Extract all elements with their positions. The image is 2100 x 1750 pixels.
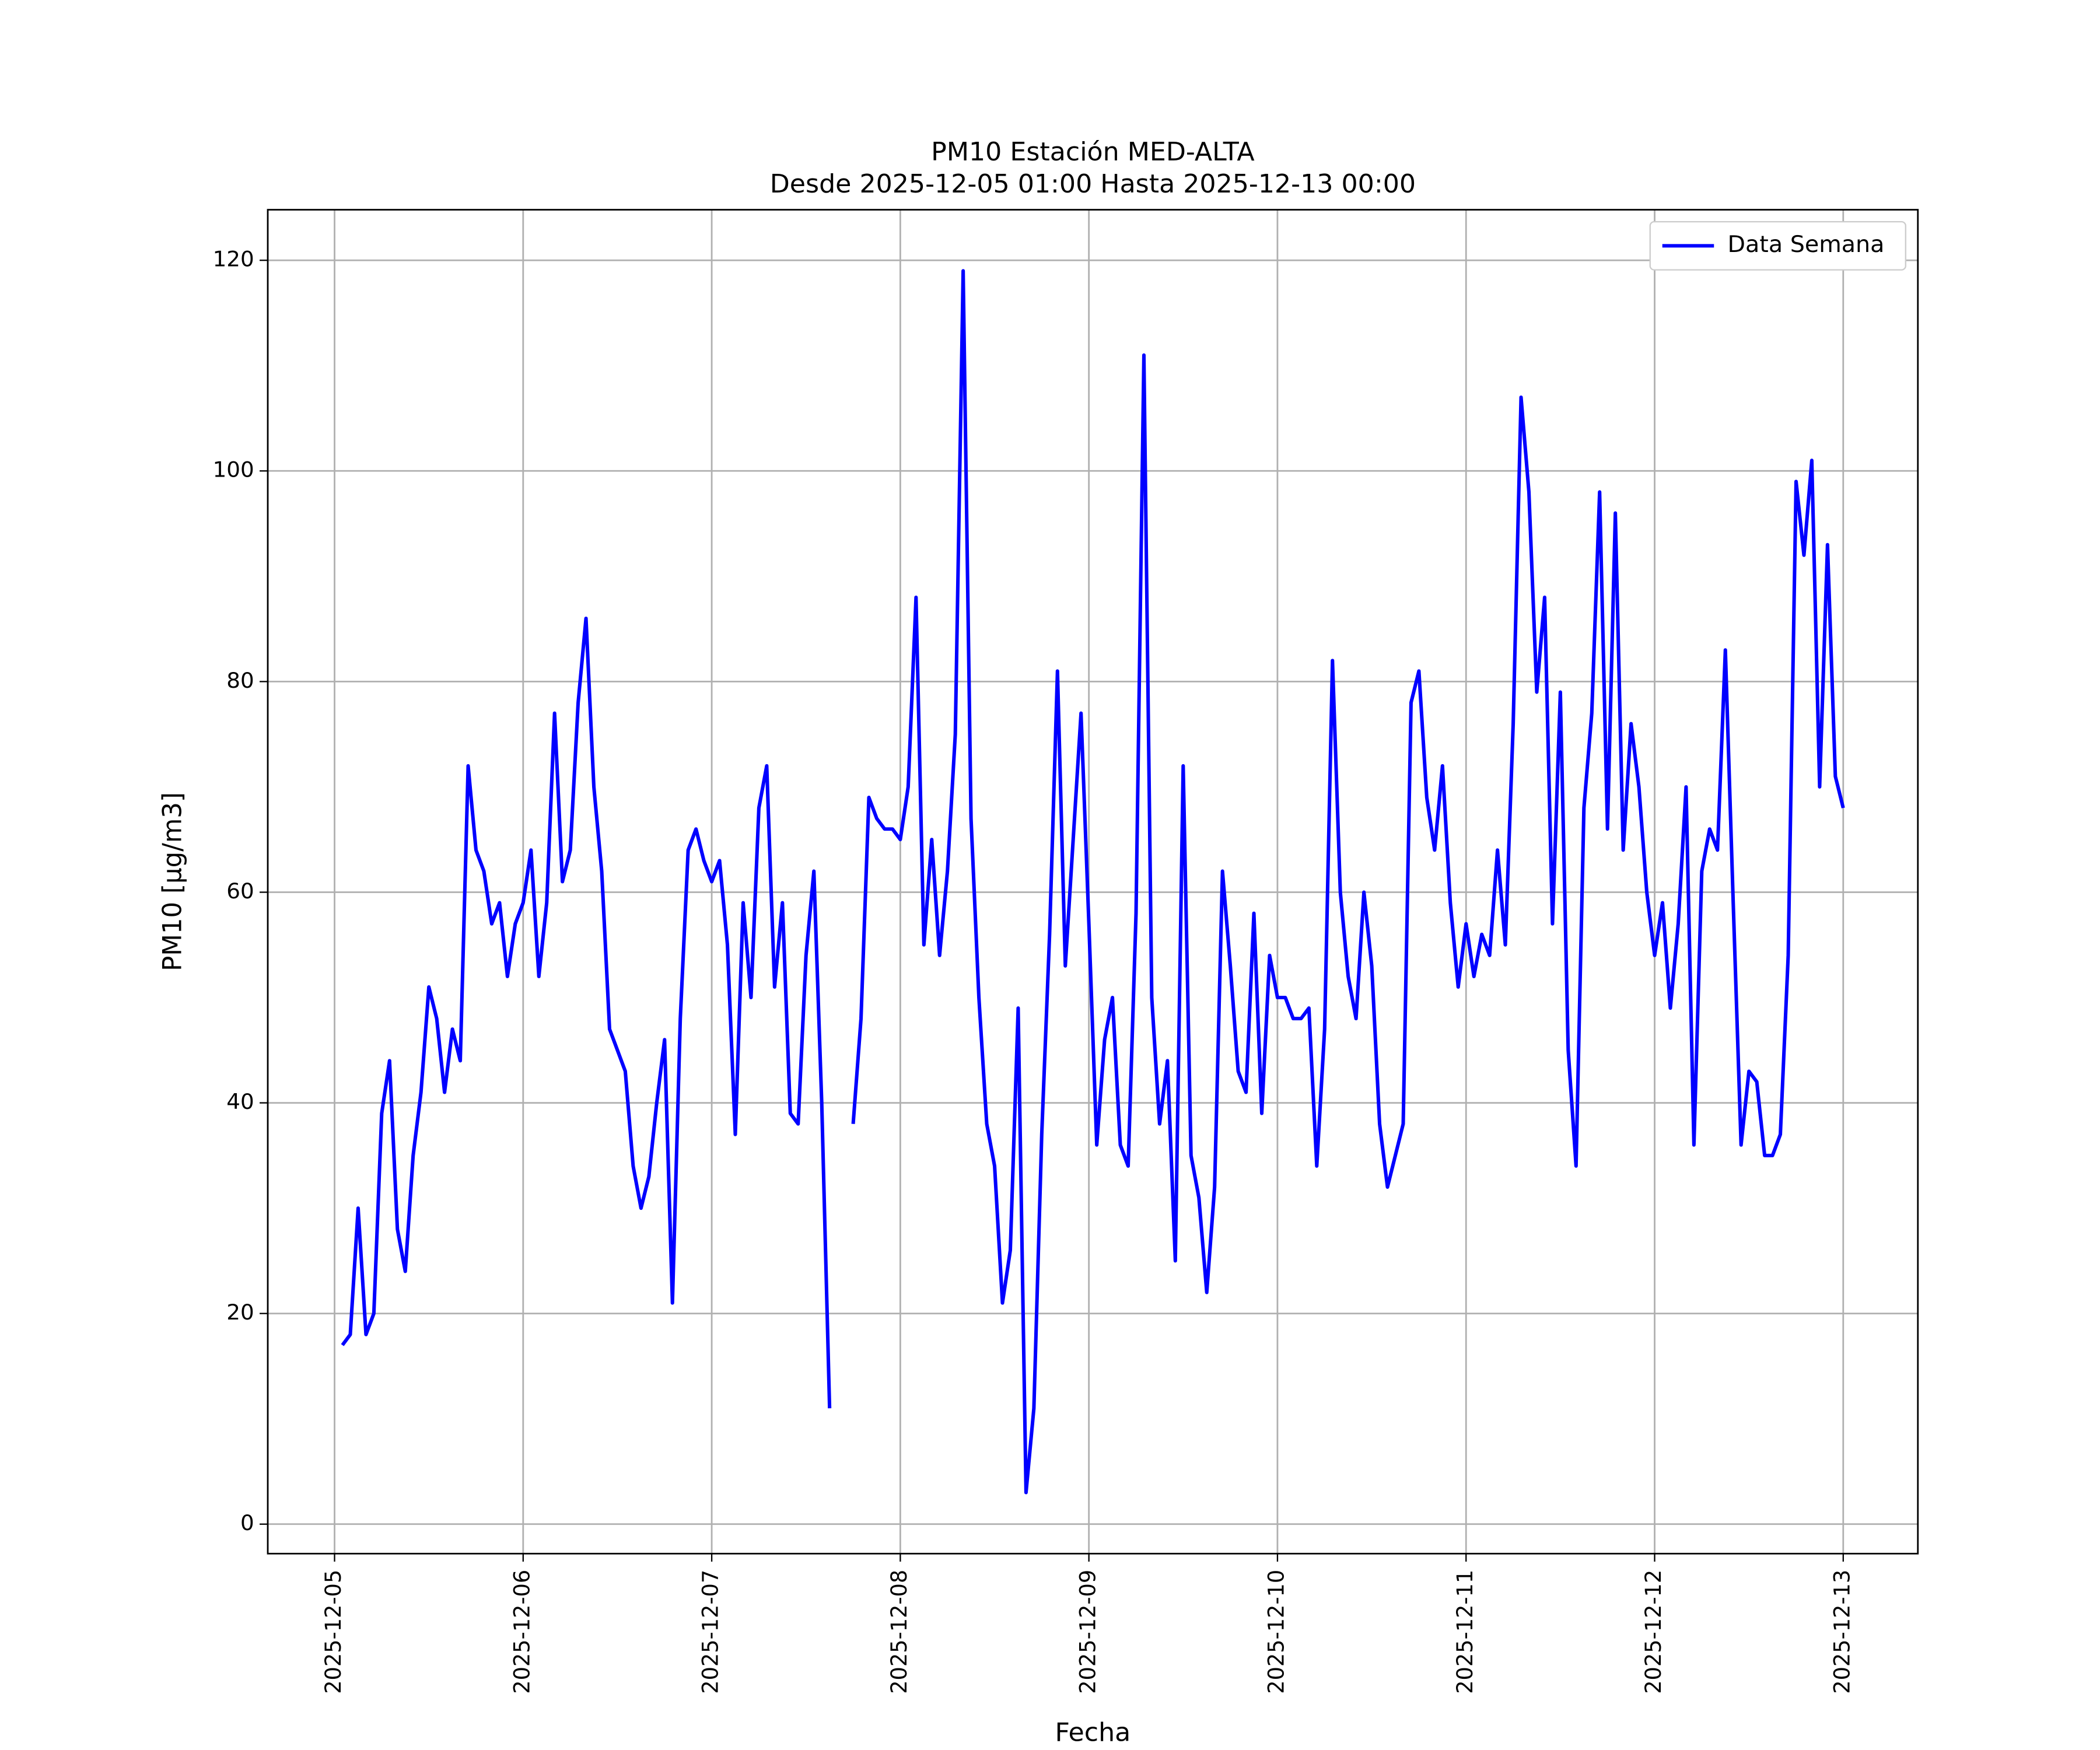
- y-tick-label: 100: [213, 457, 254, 482]
- chart-title: PM10 Estación MED-ALTA: [931, 138, 1254, 167]
- y-tick-label: 120: [213, 247, 254, 272]
- x-tick-label: 2025-12-10: [1264, 1570, 1289, 1694]
- x-tick-label: 2025-12-09: [1075, 1570, 1100, 1694]
- y-tick-label: 0: [240, 1511, 254, 1536]
- y-tick-label: 20: [226, 1300, 254, 1325]
- y-tick-label: 80: [226, 668, 254, 693]
- x-tick-label: 2025-12-05: [321, 1570, 346, 1694]
- legend-label: Data Semana: [1728, 232, 1885, 258]
- x-tick-label: 2025-12-13: [1829, 1570, 1854, 1694]
- x-tick-label: 2025-12-12: [1641, 1570, 1666, 1694]
- x-tick-label: 2025-12-07: [698, 1570, 723, 1694]
- x-axis-label: Fecha: [1055, 1718, 1131, 1748]
- y-tick-label: 40: [226, 1089, 254, 1114]
- chart-subtitle: Desde 2025-12-05 01:00 Hasta 2025-12-13 …: [770, 170, 1416, 200]
- x-tick-label: 2025-12-06: [509, 1570, 534, 1694]
- x-tick-label: 2025-12-08: [887, 1570, 912, 1694]
- y-tick-label: 60: [226, 878, 254, 904]
- x-tick-label: 2025-12-11: [1452, 1570, 1478, 1694]
- data-line: [341, 269, 1845, 1494]
- plot-frame: [267, 209, 1919, 1555]
- y-axis-label: PM10 [μg/m3]: [158, 792, 187, 971]
- legend-box: [1649, 221, 1906, 271]
